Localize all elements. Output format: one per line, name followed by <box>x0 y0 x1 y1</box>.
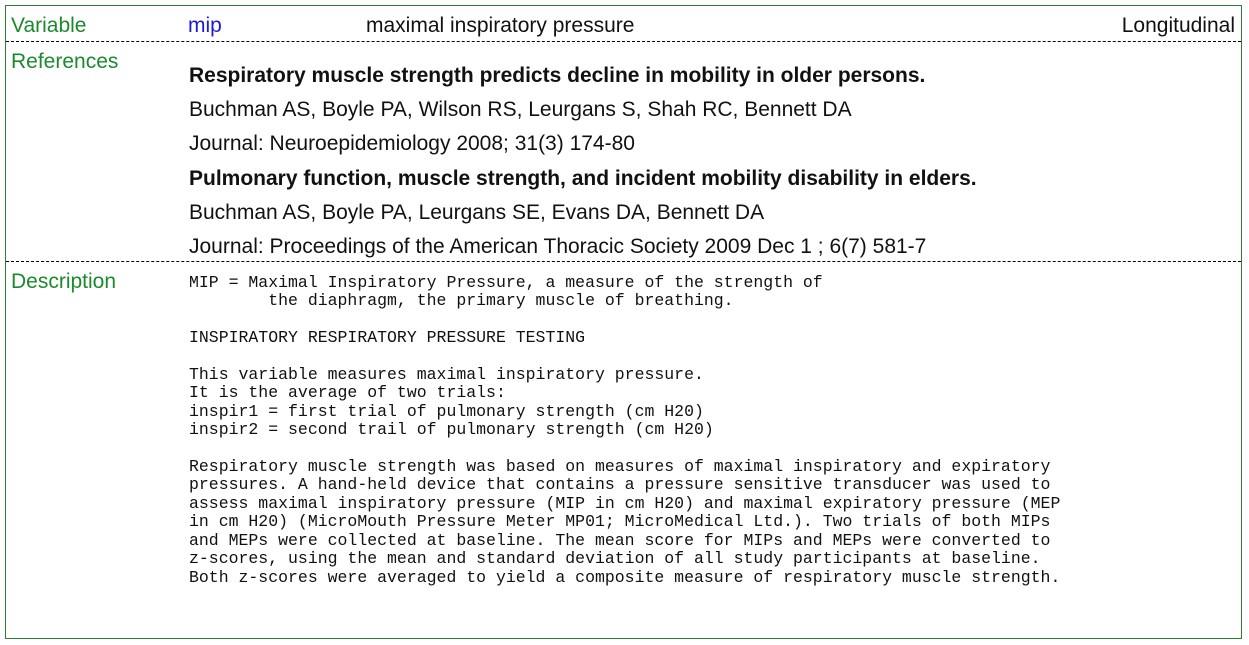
variable-label: Variable <box>11 14 87 37</box>
reference-title: Respiratory muscle strength predicts dec… <box>189 64 926 87</box>
reference-authors: Buchman AS, Boyle PA, Wilson RS, Leurgan… <box>189 98 852 121</box>
variable-record-panel: Variable mip maximal inspiratory pressur… <box>5 5 1242 639</box>
description-label: Description <box>11 270 117 293</box>
variable-category: Longitudinal <box>1121 14 1235 37</box>
reference-authors: Buchman AS, Boyle PA, Leurgans SE, Evans… <box>189 201 765 224</box>
description-text: MIP = Maximal Inspiratory Pressure, a me… <box>189 273 1061 587</box>
reference-title: Pulmonary function, muscle strength, and… <box>189 167 977 190</box>
variable-long-name: maximal inspiratory pressure <box>366 14 635 37</box>
reference-journal: Journal: Proceedings of the American Tho… <box>189 235 927 258</box>
row-divider <box>6 41 1241 42</box>
reference-journal: Journal: Neuroepidemiology 2008; 31(3) 1… <box>189 132 635 155</box>
variable-code: mip <box>188 14 222 37</box>
references-label: References <box>11 50 119 73</box>
row-divider <box>6 261 1241 262</box>
